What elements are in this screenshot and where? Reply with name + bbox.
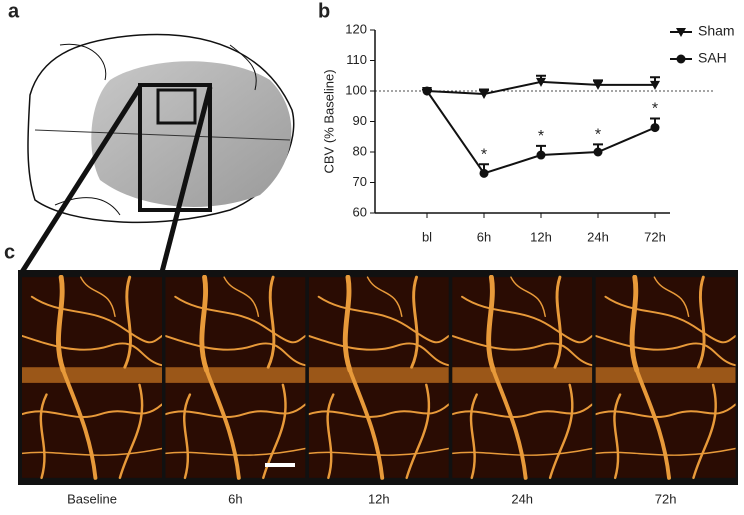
y-axis-label: CBV (% Baseline) xyxy=(321,69,336,173)
y-tick-label: 110 xyxy=(346,52,367,67)
x-tick-label: 72h xyxy=(644,229,666,244)
data-point xyxy=(536,77,546,87)
data-point xyxy=(650,80,660,90)
data-point xyxy=(593,80,603,90)
panel-label: b xyxy=(318,0,330,22)
vessel-image xyxy=(309,277,449,478)
y-tick-label: 100 xyxy=(345,82,367,97)
data-point xyxy=(479,168,489,178)
legend-label: Sham xyxy=(698,23,735,39)
significance-mark: * xyxy=(481,146,487,163)
y-tick-label: 70 xyxy=(353,174,367,189)
significance-mark: * xyxy=(595,127,601,144)
y-tick-label: 120 xyxy=(345,21,367,36)
significance-mark: * xyxy=(538,128,544,145)
x-tick-label: bl xyxy=(422,229,432,244)
panel-label: c xyxy=(4,241,15,263)
y-tick-label: 60 xyxy=(353,204,367,219)
legend-marker xyxy=(676,28,686,37)
x-tick-label: 12h xyxy=(530,229,552,244)
vessel-image xyxy=(22,277,162,478)
data-point xyxy=(479,90,489,100)
vessel-image xyxy=(165,277,305,478)
image-caption: 24h xyxy=(511,491,533,506)
legend-label: SAH xyxy=(698,50,727,66)
image-caption: 72h xyxy=(655,491,677,506)
vessel-image xyxy=(596,277,736,478)
legend-marker xyxy=(676,54,686,64)
image-caption: 12h xyxy=(368,491,390,506)
skull-drawing xyxy=(19,33,295,274)
data-point xyxy=(422,86,432,96)
significance-mark: * xyxy=(652,101,658,118)
data-point xyxy=(536,150,546,160)
image-caption: Baseline xyxy=(67,491,117,506)
y-tick-label: 80 xyxy=(353,143,367,158)
data-point xyxy=(593,147,603,157)
x-tick-label: 24h xyxy=(587,229,609,244)
y-tick-label: 90 xyxy=(353,113,367,128)
data-point xyxy=(650,123,660,133)
panel-label: a xyxy=(8,0,20,22)
image-caption: 6h xyxy=(228,491,242,506)
vessel-image xyxy=(452,277,592,478)
x-tick-label: 6h xyxy=(477,229,491,244)
